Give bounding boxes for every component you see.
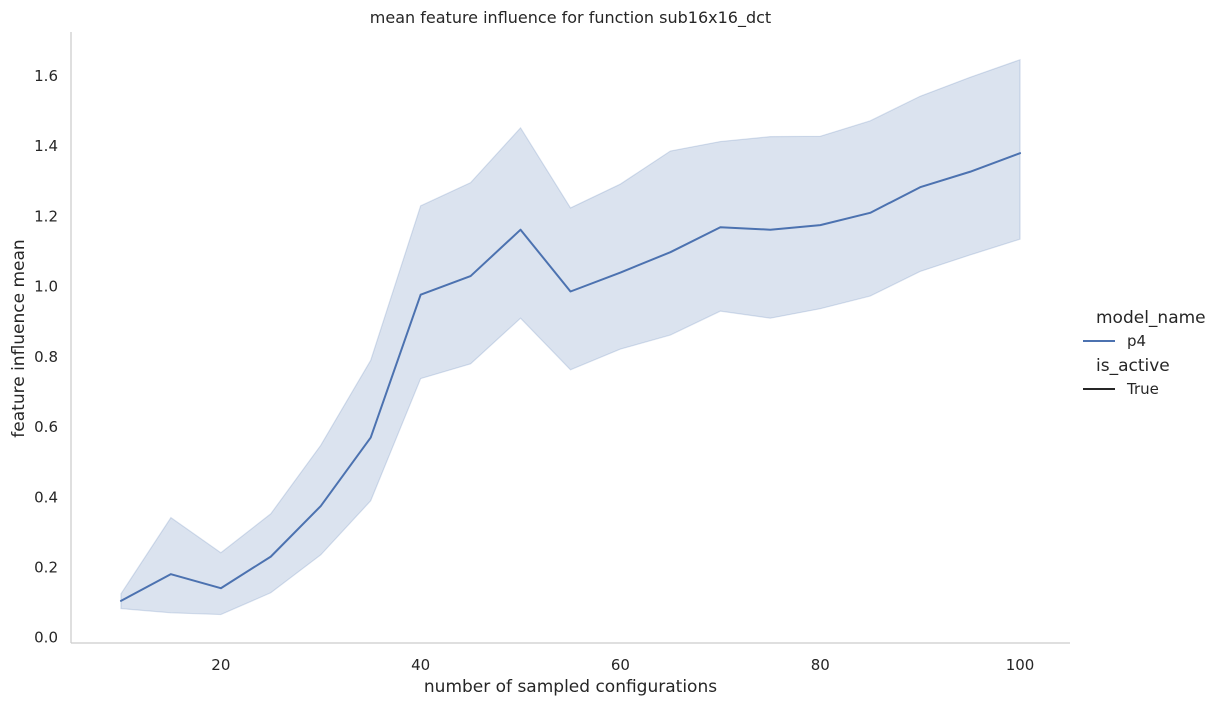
y-tick-label: 1.6 [34,67,58,85]
y-tick-label: 0.2 [34,559,58,577]
data-point [669,251,671,253]
y-tick-label: 0.8 [34,348,58,366]
y-tick-label: 1.4 [34,137,58,155]
x-tick-label: 80 [811,656,830,674]
legend: model_name p4 is_active True [1083,308,1206,398]
data-point [819,224,821,226]
data-point [419,293,421,295]
series-line [119,152,1022,602]
data-point [469,275,471,277]
legend-hue-label: p4 [1127,332,1146,350]
x-tick-label: 100 [1006,656,1035,674]
y-axis-ticks: 0.0 0.2 0.4 0.6 0.8 1.0 1.2 1.4 1.6 [34,67,58,647]
data-point [569,290,571,292]
x-tick-label: 40 [411,656,430,674]
data-point [969,171,971,173]
y-tick-label: 0.6 [34,418,58,436]
legend-style-title: is_active [1096,356,1170,376]
plot-area [119,58,1022,616]
data-point [919,186,921,188]
x-axis-title: number of sampled configurations [424,677,717,697]
data-point [320,505,322,507]
data-point [869,212,871,214]
data-point [220,587,222,589]
y-axis-title: feature influence mean [9,239,29,437]
x-tick-label: 20 [211,656,230,674]
y-tick-label: 0.4 [34,488,58,506]
data-point [719,226,721,228]
y-tick-label: 0.0 [34,629,58,647]
chart-title: mean feature influence for function sub1… [370,8,771,28]
legend-hue-title: model_name [1096,308,1206,328]
x-tick-label: 60 [611,656,630,674]
data-point [120,600,122,602]
data-point [270,555,272,557]
legend-style-label: True [1126,380,1159,398]
data-point [1019,152,1021,154]
data-point [370,436,372,438]
data-point [170,573,172,575]
x-axis-ticks: 20 40 60 80 100 [211,656,1034,674]
y-tick-label: 1.0 [34,278,58,296]
y-tick-label: 1.2 [34,207,58,225]
data-point [619,271,621,273]
confidence-band [120,58,1021,616]
data-point [519,229,521,231]
data-point [769,229,771,231]
